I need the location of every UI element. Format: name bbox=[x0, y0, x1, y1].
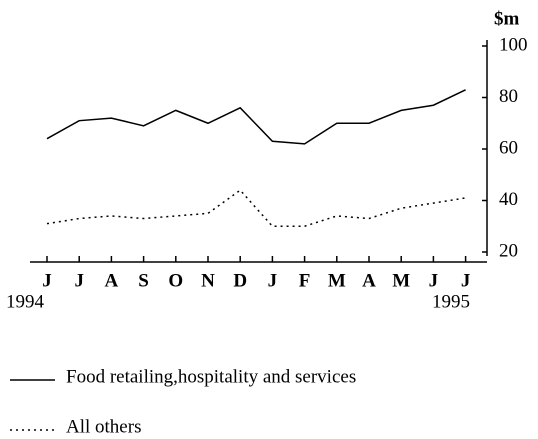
legend-label: All others bbox=[66, 416, 141, 437]
x-tick-label: J bbox=[429, 270, 439, 291]
series-line bbox=[46, 89, 466, 145]
y-tick-label: 20 bbox=[499, 240, 518, 261]
y-unit: $m bbox=[494, 8, 520, 29]
x-tick-label: S bbox=[138, 270, 149, 291]
x-tick-label: J bbox=[461, 270, 471, 291]
x-tick-label: O bbox=[168, 270, 183, 291]
year-label: 1995 bbox=[432, 291, 470, 312]
x-tick-label: F bbox=[299, 270, 311, 291]
x-tick-label: J bbox=[74, 270, 84, 291]
legend-label: Food retailing,hospitality and services bbox=[66, 366, 356, 387]
y-tick-label: 100 bbox=[499, 34, 528, 55]
x-tick-label: M bbox=[328, 270, 346, 291]
x-tick-label: A bbox=[105, 270, 119, 291]
y-tick-label: 40 bbox=[499, 189, 518, 210]
x-tick-label: J bbox=[42, 270, 52, 291]
x-tick-label: D bbox=[233, 270, 247, 291]
series-line bbox=[46, 189, 466, 227]
year-label: 1994 bbox=[6, 291, 45, 312]
y-tick-label: 80 bbox=[499, 86, 518, 107]
x-tick-label: N bbox=[201, 270, 215, 291]
x-tick-label: A bbox=[362, 270, 376, 291]
y-tick-label: 60 bbox=[499, 137, 518, 158]
x-tick-label: J bbox=[268, 270, 278, 291]
x-tick-label: M bbox=[392, 270, 410, 291]
